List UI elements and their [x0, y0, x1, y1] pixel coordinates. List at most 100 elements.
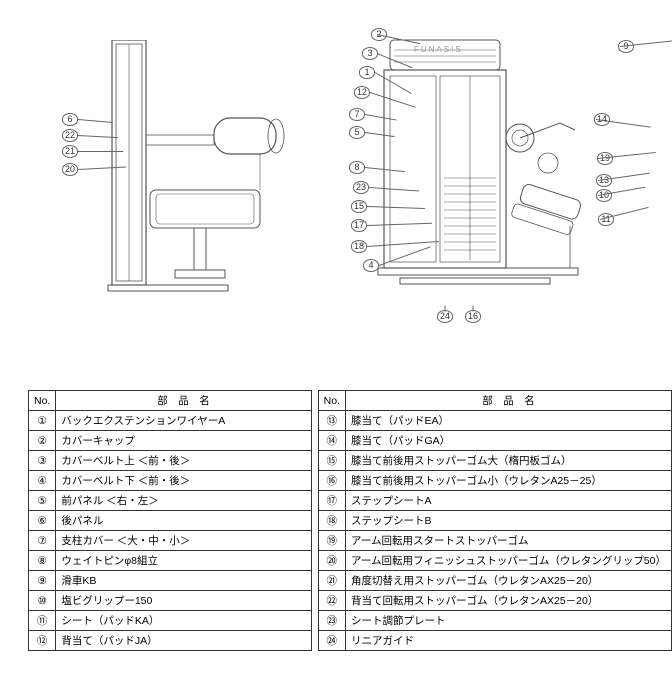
table-row: ⑯膝当て前後用ストッパーゴム小（ウレタンA25－25）	[318, 471, 671, 491]
machine-right	[370, 28, 620, 303]
part-name: カバーベルト下 ＜前・後＞	[56, 471, 311, 491]
part-no: ⑯	[318, 471, 345, 491]
part-name: 背当て回転用ストッパーゴム（ウレタンAX25－20）	[345, 591, 671, 611]
part-no: ③	[29, 451, 56, 471]
part-name: 支柱カバー ＜大・中・小＞	[56, 531, 311, 551]
callout-22: 22	[62, 129, 78, 142]
callout-5: 5	[349, 126, 365, 139]
header-no: No.	[29, 391, 56, 411]
part-name: シート調節プレート	[345, 611, 671, 631]
part-no: ⑲	[318, 531, 345, 551]
table-row: ⑱ステップシートB	[318, 511, 671, 531]
part-name: 膝当て前後用ストッパーゴム小（ウレタンA25－25）	[345, 471, 671, 491]
part-name: 角度切替え用ストッパーゴム（ウレタンAX25－20）	[345, 571, 671, 591]
part-name: ウェイトピンφ8組立	[56, 551, 311, 571]
header-name: 部 品 名	[345, 391, 671, 411]
part-no: ⑳	[318, 551, 345, 571]
table-row: ⑥後パネル	[29, 511, 312, 531]
part-name: バックエクステンションワイヤーA	[56, 411, 311, 431]
brand-label: FUNASIS	[414, 45, 463, 54]
table-row: ⑨滑車KB	[29, 571, 312, 591]
part-name: 背当て（パッドJA）	[56, 631, 311, 651]
table-row: ⑲アーム回転用スタートストッパーゴム	[318, 531, 671, 551]
part-no: ㉓	[318, 611, 345, 631]
callout-16: 16	[465, 310, 481, 323]
table-row: ⑳アーム回転用フィニッシュストッパーゴム（ウレタングリップ50）	[318, 551, 671, 571]
callout-1: 1	[359, 66, 375, 79]
part-name: カバーベルト上 ＜前・後＞	[56, 451, 311, 471]
callout-8: 8	[349, 161, 365, 174]
part-name: 塩ビグリップー150	[56, 591, 311, 611]
callout-4: 4	[363, 259, 379, 272]
part-no: ㉒	[318, 591, 345, 611]
table-row: ㉑角度切替え用ストッパーゴム（ウレタンAX25－20）	[318, 571, 671, 591]
parts-tables: No. 部 品 名 ①バックエクステンションワイヤーA②カバーキャップ③カバーベ…	[28, 390, 672, 651]
callout-15: 15	[351, 200, 367, 213]
callout-21: 21	[62, 145, 78, 158]
part-no: ⑬	[318, 411, 345, 431]
table-row: ⑬膝当て（パッドEA）	[318, 411, 671, 431]
table-row: ②カバーキャップ	[29, 431, 312, 451]
part-no: ⑰	[318, 491, 345, 511]
part-no: ㉔	[318, 631, 345, 651]
part-no: ⑥	[29, 511, 56, 531]
callout-23: 23	[353, 181, 369, 194]
part-no: ⑱	[318, 511, 345, 531]
part-no: ⑮	[318, 451, 345, 471]
part-name: リニアガイド	[345, 631, 671, 651]
parts-table-right: No. 部 品 名 ⑬膝当て（パッドEA）⑭膝当て（パッドGA）⑮膝当て前後用ス…	[318, 390, 672, 651]
part-name: アーム回転用フィニッシュストッパーゴム（ウレタングリップ50）	[345, 551, 671, 571]
part-no: ②	[29, 431, 56, 451]
part-name: カバーキャップ	[56, 431, 311, 451]
callout-17: 17	[351, 219, 367, 232]
part-no: ④	[29, 471, 56, 491]
part-no: ⑨	[29, 571, 56, 591]
table-row: ⑭膝当て（パッドGA）	[318, 431, 671, 451]
table-row: ⑩塩ビグリップー150	[29, 591, 312, 611]
callout-6: 6	[62, 113, 78, 126]
leader-line	[78, 151, 123, 152]
part-name: アーム回転用スタートストッパーゴム	[345, 531, 671, 551]
parts-diagram: FUNASIS 12345678910111213141516171819202…	[0, 0, 672, 330]
table-row: ⑰ステップシートA	[318, 491, 671, 511]
leader-line	[445, 306, 446, 312]
part-no: ⑩	[29, 591, 56, 611]
part-name: ステップシートB	[345, 511, 671, 531]
table-row: ㉒背当て回転用ストッパーゴム（ウレタンAX25－20）	[318, 591, 671, 611]
part-no: ⑦	[29, 531, 56, 551]
part-name: 前パネル ＜右・左＞	[56, 491, 311, 511]
callout-18: 18	[351, 240, 367, 253]
table-row: ①バックエクステンションワイヤーA	[29, 411, 312, 431]
part-name: 膝当て（パッドGA）	[345, 431, 671, 451]
part-no: ⑧	[29, 551, 56, 571]
table-row: ⑤前パネル ＜右・左＞	[29, 491, 312, 511]
part-name: シート（パッドKA）	[56, 611, 311, 631]
table-row: ⑧ウェイトピンφ8組立	[29, 551, 312, 571]
part-name: 膝当て前後用ストッパーゴム大（楕円板ゴム）	[345, 451, 671, 471]
table-row: ④カバーベルト下 ＜前・後＞	[29, 471, 312, 491]
leader-line	[473, 306, 474, 312]
part-no: ⑭	[318, 431, 345, 451]
table-row: ③カバーベルト上 ＜前・後＞	[29, 451, 312, 471]
part-no: ⑤	[29, 491, 56, 511]
table-row: ㉓シート調節プレート	[318, 611, 671, 631]
part-no: ㉑	[318, 571, 345, 591]
callout-12: 12	[354, 86, 370, 99]
header-no: No.	[318, 391, 345, 411]
table-row: ⑫背当て（パッドJA）	[29, 631, 312, 651]
part-name: ステップシートA	[345, 491, 671, 511]
callout-7: 7	[349, 108, 365, 121]
table-row: ㉔リニアガイド	[318, 631, 671, 651]
header-name: 部 品 名	[56, 391, 311, 411]
part-name: 後パネル	[56, 511, 311, 531]
parts-table-left: No. 部 品 名 ①バックエクステンションワイヤーA②カバーキャップ③カバーベ…	[28, 390, 312, 651]
part-name: 膝当て（パッドEA）	[345, 411, 671, 431]
part-no: ⑫	[29, 631, 56, 651]
part-no: ①	[29, 411, 56, 431]
table-row: ⑮膝当て前後用ストッパーゴム大（楕円板ゴム）	[318, 451, 671, 471]
part-no: ⑪	[29, 611, 56, 631]
callout-20: 20	[62, 163, 78, 176]
table-row: ⑪シート（パッドKA）	[29, 611, 312, 631]
callout-3: 3	[362, 47, 378, 60]
part-name: 滑車KB	[56, 571, 311, 591]
